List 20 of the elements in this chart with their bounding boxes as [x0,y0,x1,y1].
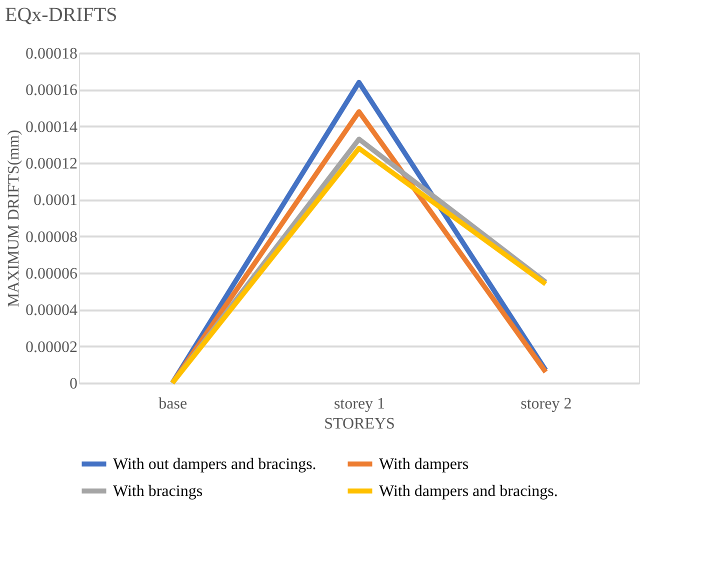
x-tick-label: base [158,396,188,412]
chart-title: EQx-DRIFTS [5,4,118,26]
x-tick-label: storey 1 [334,396,386,412]
x-axis-title: STOREYS [324,416,395,432]
legend-label: With dampers [379,456,469,473]
legend-label: With out dampers and bracings. [113,456,316,473]
legend-label: With bracings [113,483,203,500]
y-tick-label: 0.00012 [26,156,78,172]
y-tick-label: 0.00016 [26,82,78,100]
y-tick-label: 0.00018 [26,46,78,62]
y-tick-label: 0.0001 [34,192,78,210]
y-tick-label: 0.00006 [26,266,78,282]
y-tick-label: 0.00002 [26,338,78,356]
y-tick-label: 0.00008 [26,228,78,246]
y-tick-label: 0.00014 [26,118,78,136]
y-tick-label: 0.00004 [26,302,78,320]
y-axis-title: MAXIMUM DRIFTS(mm) [6,130,22,308]
legend-label: With dampers and bracings. [379,483,558,500]
y-tick-label: 0 [70,376,78,392]
x-tick-label: storey 2 [520,396,572,412]
